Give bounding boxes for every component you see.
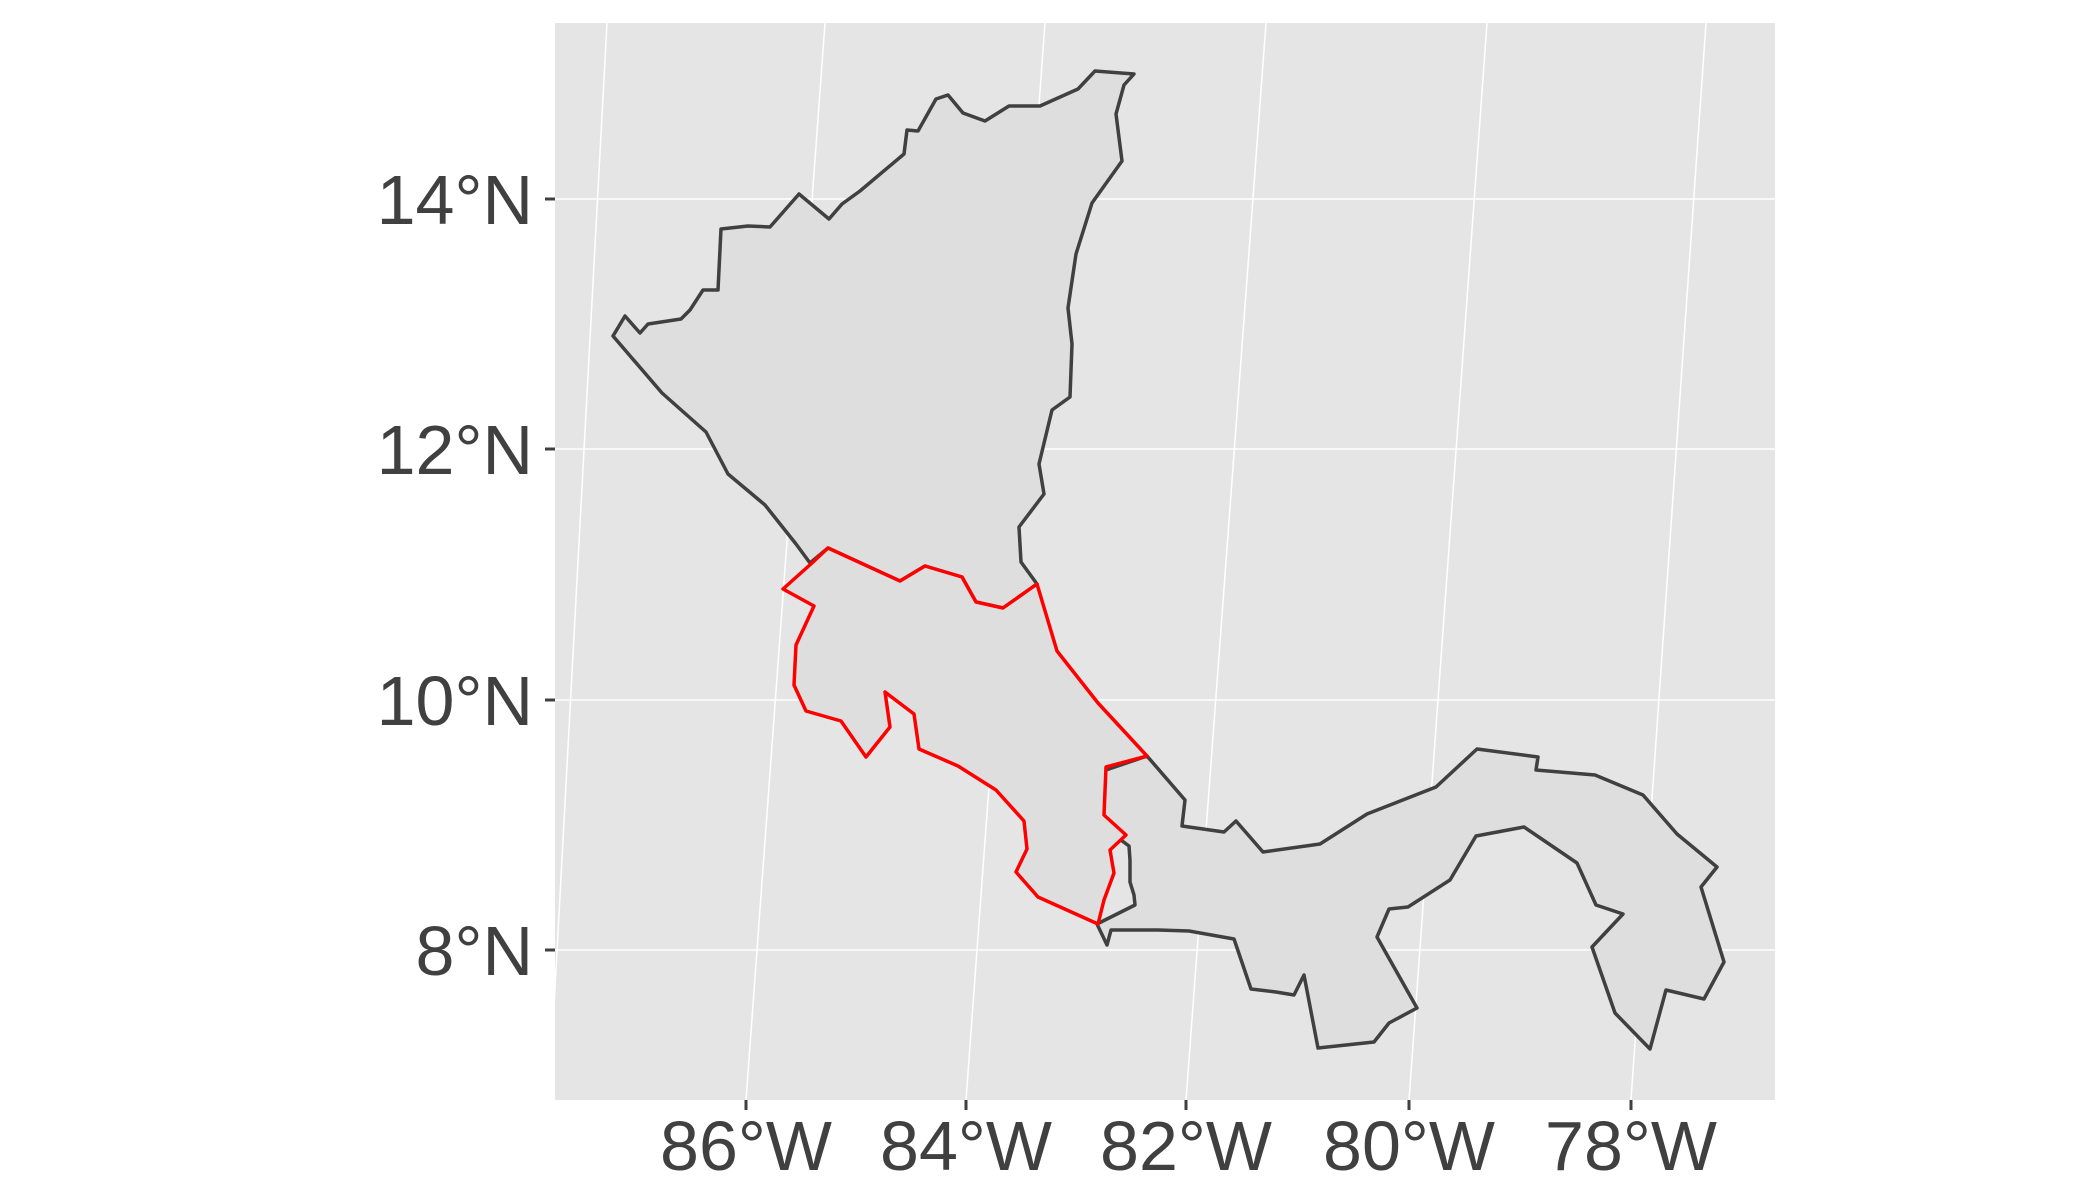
x-label-78w: 78°W [1545,1107,1717,1185]
gridline-88w [555,23,608,1003]
country-costa-rica [781,546,1149,926]
map-content [555,23,1775,1100]
x-axis-ticks [744,1100,1633,1110]
map-panel [555,23,1775,1100]
x-label-84w: 84°W [880,1107,1052,1185]
y-label-8n: 8°N [416,912,533,990]
x-label-86w: 86°W [660,1107,832,1185]
gridline-80w [1408,23,1488,1100]
x-label-80w: 80°W [1323,1107,1495,1185]
y-axis-labels: 14°N 12°N 10°N 8°N [377,161,533,990]
y-label-14n: 14°N [377,161,533,239]
x-axis-labels: 86°W 84°W 82°W 80°W 78°W [660,1107,1717,1185]
x-label-82w: 82°W [1100,1107,1272,1185]
y-axis-ticks [545,197,555,952]
y-label-10n: 10°N [377,662,533,740]
y-label-12n: 12°N [377,411,533,489]
